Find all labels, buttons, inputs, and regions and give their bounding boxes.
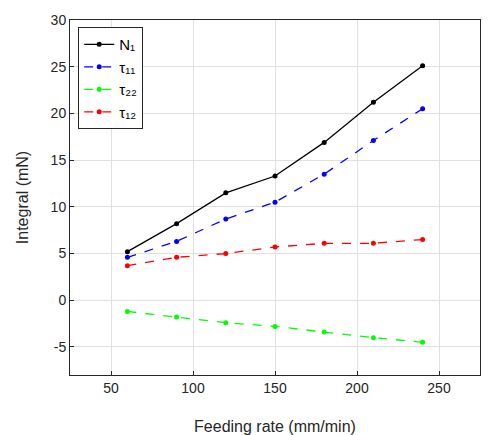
svg-text:50: 50 bbox=[103, 380, 119, 396]
svg-text:20: 20 bbox=[51, 105, 67, 121]
svg-text:Feeding rate (mm/min): Feeding rate (mm/min) bbox=[194, 418, 356, 435]
svg-text:5: 5 bbox=[58, 245, 66, 261]
svg-text:τ₁₁: τ₁₁ bbox=[119, 59, 135, 76]
svg-text:-5: -5 bbox=[54, 339, 67, 355]
svg-text:25: 25 bbox=[51, 59, 67, 75]
svg-text:N₁: N₁ bbox=[119, 36, 135, 53]
svg-text:150: 150 bbox=[263, 380, 287, 396]
svg-text:τ₂₂: τ₂₂ bbox=[119, 81, 137, 98]
svg-text:τ₁₂: τ₁₂ bbox=[119, 104, 136, 121]
svg-text:Integral (mN): Integral (mN) bbox=[14, 151, 31, 244]
svg-text:15: 15 bbox=[51, 152, 67, 168]
svg-text:100: 100 bbox=[181, 380, 205, 396]
svg-text:250: 250 bbox=[427, 380, 451, 396]
svg-text:200: 200 bbox=[345, 380, 369, 396]
svg-text:10: 10 bbox=[51, 199, 67, 215]
svg-text:0: 0 bbox=[58, 292, 66, 308]
svg-text:30: 30 bbox=[51, 12, 67, 28]
